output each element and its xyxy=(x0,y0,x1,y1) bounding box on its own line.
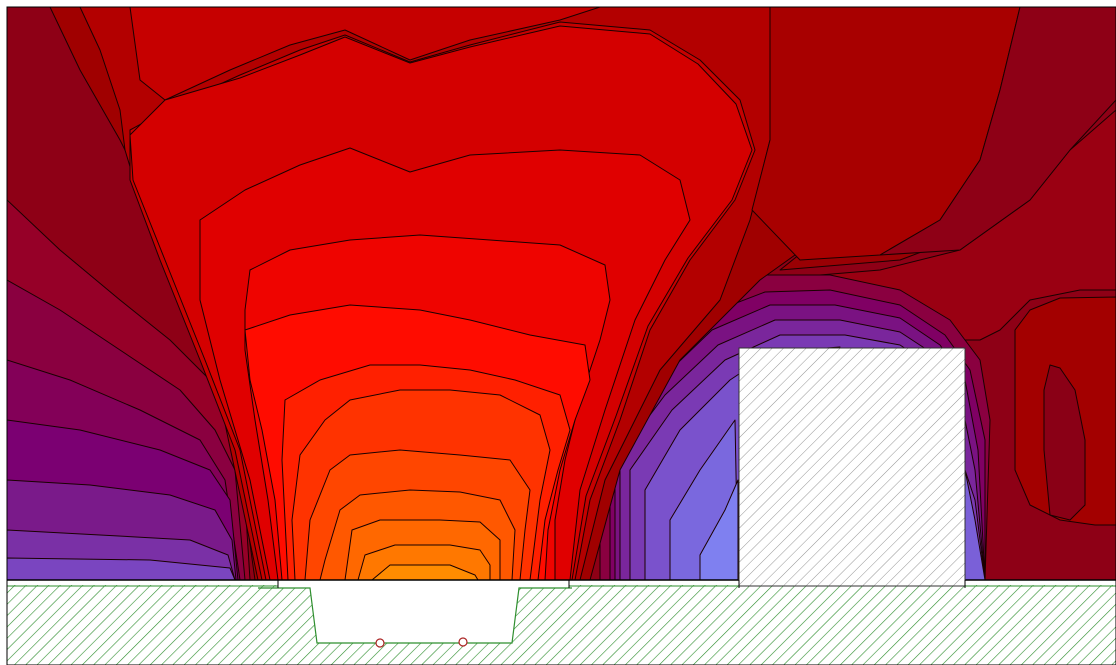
obstacle-block xyxy=(738,347,966,587)
conductor-marker xyxy=(458,637,468,647)
contour-band xyxy=(129,7,601,101)
contour-band xyxy=(699,479,739,580)
contour-band xyxy=(371,564,479,580)
trench xyxy=(278,581,569,643)
ground-region xyxy=(7,585,1116,665)
plot-frame xyxy=(6,6,1116,665)
conductor-marker xyxy=(375,638,385,648)
contour-band xyxy=(7,557,236,580)
contour-band xyxy=(1043,364,1086,521)
contour-band xyxy=(879,7,1116,256)
trench-outline xyxy=(258,587,572,644)
